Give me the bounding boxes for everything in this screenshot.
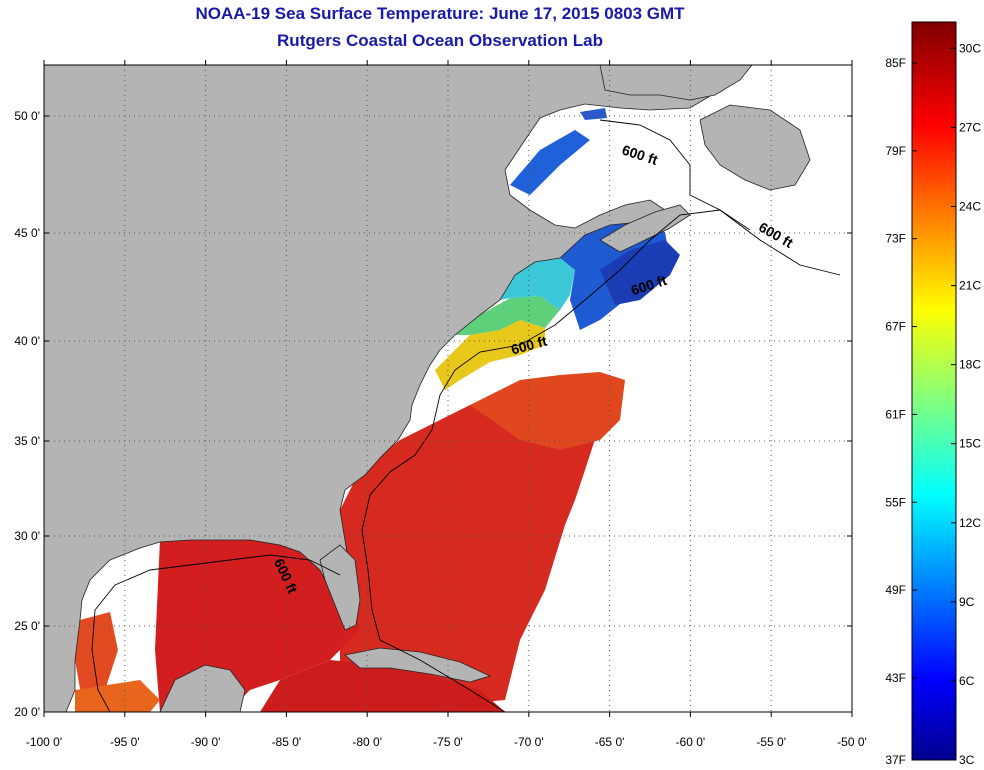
lon-tick-label: -95 0': [110, 735, 140, 749]
lon-tick-label: -60 0': [676, 735, 706, 749]
lon-tick-label: -50 0': [837, 735, 867, 749]
lon-tick-label: -65 0': [595, 735, 625, 749]
contour-600ft-atlantic: [361, 209, 751, 712]
newfoundland-land: [699, 104, 811, 191]
lat-tick-label: 35 0': [14, 434, 40, 448]
caribbean-warm-region: [260, 660, 505, 712]
lat-tick-label: 45 0': [14, 226, 40, 240]
chart-subtitle: Rutgers Coastal Ocean Observation Lab: [277, 31, 603, 50]
st-lawrence-estuary: [580, 108, 607, 120]
lon-tick-label: -55 0': [756, 735, 786, 749]
colorbar-f-label: 73F: [885, 232, 906, 246]
lon-tick-label: -75 0': [433, 735, 463, 749]
colorbar-f-label: 43F: [885, 671, 906, 685]
north-america-land: [44, 65, 753, 712]
colorbar-f-label: 79F: [885, 144, 906, 158]
lat-tick-label: 30 0': [14, 529, 40, 543]
florida-land: [319, 544, 361, 631]
colorbar-c-label: 21C: [959, 279, 981, 293]
lon-tick-label: -85 0': [272, 735, 302, 749]
colorbar-celsius-labels: 30C 27C 24C 21C 18C 15C 12C 9C 6C 3C: [951, 41, 981, 767]
lon-tick-label: -90 0': [191, 735, 221, 749]
lat-tick-label: 25 0': [14, 619, 40, 633]
latitude-axis: 50 0' 45 0' 40 0' 35 0' 30 0' 25 0' 20 0': [14, 109, 852, 719]
colorbar-c-label: 15C: [959, 437, 981, 451]
lon-tick-label: -70 0': [514, 735, 544, 749]
longitude-axis: -100 0' -95 0' -90 0' -85 0' -80 0' -75 0' -70…: [26, 60, 867, 749]
lat-tick-label: 20 0': [14, 705, 40, 719]
mid-atlantic-transition: [435, 320, 545, 390]
yucatan-land: [159, 664, 246, 712]
colorbar-c-label: 24C: [959, 200, 981, 214]
lat-tick-label: 40 0': [14, 334, 40, 348]
contour-600ft-gulf: [91, 554, 341, 712]
shelf-green-band: [455, 296, 560, 335]
colorbar-c-label: 12C: [959, 516, 981, 530]
lon-tick-label: -100 0': [26, 735, 62, 749]
western-gulf-patch: [75, 612, 118, 700]
colorbar-c-label: 18C: [959, 358, 981, 372]
shelf-cyan-band: [500, 258, 575, 310]
colorbar-f-label: 37F: [885, 753, 906, 767]
chart-title: NOAA-19 Sea Surface Temperature: June 17…: [195, 4, 685, 23]
warm-sst-region-east: [470, 372, 625, 450]
colorbar-f-label: 55F: [885, 495, 906, 509]
colorbar-f-label: 85F: [885, 56, 906, 70]
warm-sst-region: [340, 388, 600, 712]
scotian-shelf-cold: [600, 240, 680, 305]
lon-tick-label: -80 0': [352, 735, 382, 749]
colorbar-c-label: 27C: [959, 120, 981, 134]
colorbar-c-label: 3C: [959, 753, 975, 767]
lat-tick-label: 50 0': [14, 109, 40, 123]
yucatan-warm-patch: [75, 680, 160, 712]
colorbar-f-label: 61F: [885, 407, 906, 421]
st-lawrence-cold: [510, 130, 590, 195]
colorbar-scale: [911, 21, 957, 761]
colorbar-c-label: 30C: [959, 41, 981, 55]
colorbar-c-label: 9C: [959, 595, 975, 609]
colorbar-c-label: 6C: [959, 674, 975, 688]
colorbar-fahrenheit-labels: 85F 79F 73F 67F 61F 55F 49F 43F 37F: [885, 56, 917, 767]
colorbar-f-label: 49F: [885, 583, 906, 597]
colorbar-f-label: 67F: [885, 320, 906, 334]
